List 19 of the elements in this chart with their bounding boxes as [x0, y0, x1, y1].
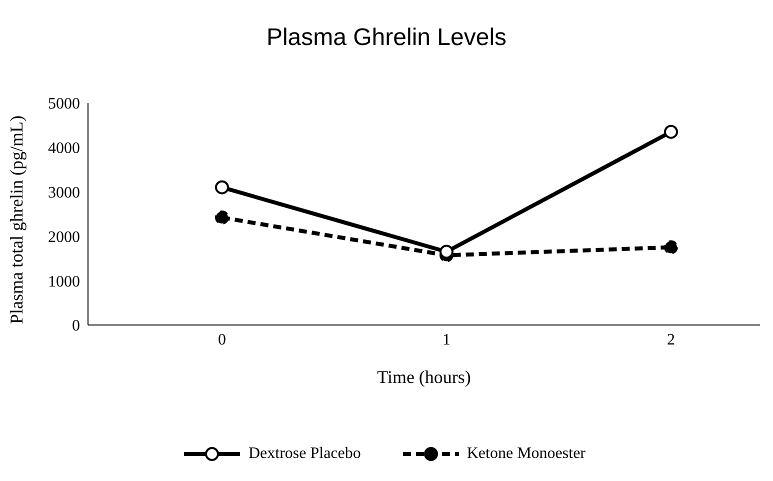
x-tick-label: 0	[218, 331, 226, 348]
chart-title: Plasma Ghrelin Levels	[265, 23, 508, 53]
y-tick-label: 3000	[48, 184, 80, 202]
y-axis-title: Plasma total ghrelin (pg/mL)	[6, 116, 26, 324]
point	[215, 210, 229, 225]
y-tick-label: 4000	[48, 140, 80, 158]
legend-label: Ketone Monoester	[466, 445, 586, 463]
y-tick-label: 5000	[48, 96, 80, 113]
x-axis-title: Time (hours)	[377, 367, 471, 387]
y-tick-label: 0	[72, 318, 80, 335]
point	[664, 124, 678, 139]
point	[440, 244, 454, 259]
point	[215, 180, 229, 194]
legend-label: Dextrose Placebo	[248, 445, 361, 463]
y-tick-label: 1000	[48, 273, 80, 290]
x-tick-label: 1	[442, 331, 450, 348]
point	[664, 240, 678, 254]
y-tick-label: 2000	[48, 228, 80, 246]
x-tick-label: 2	[667, 331, 675, 348]
